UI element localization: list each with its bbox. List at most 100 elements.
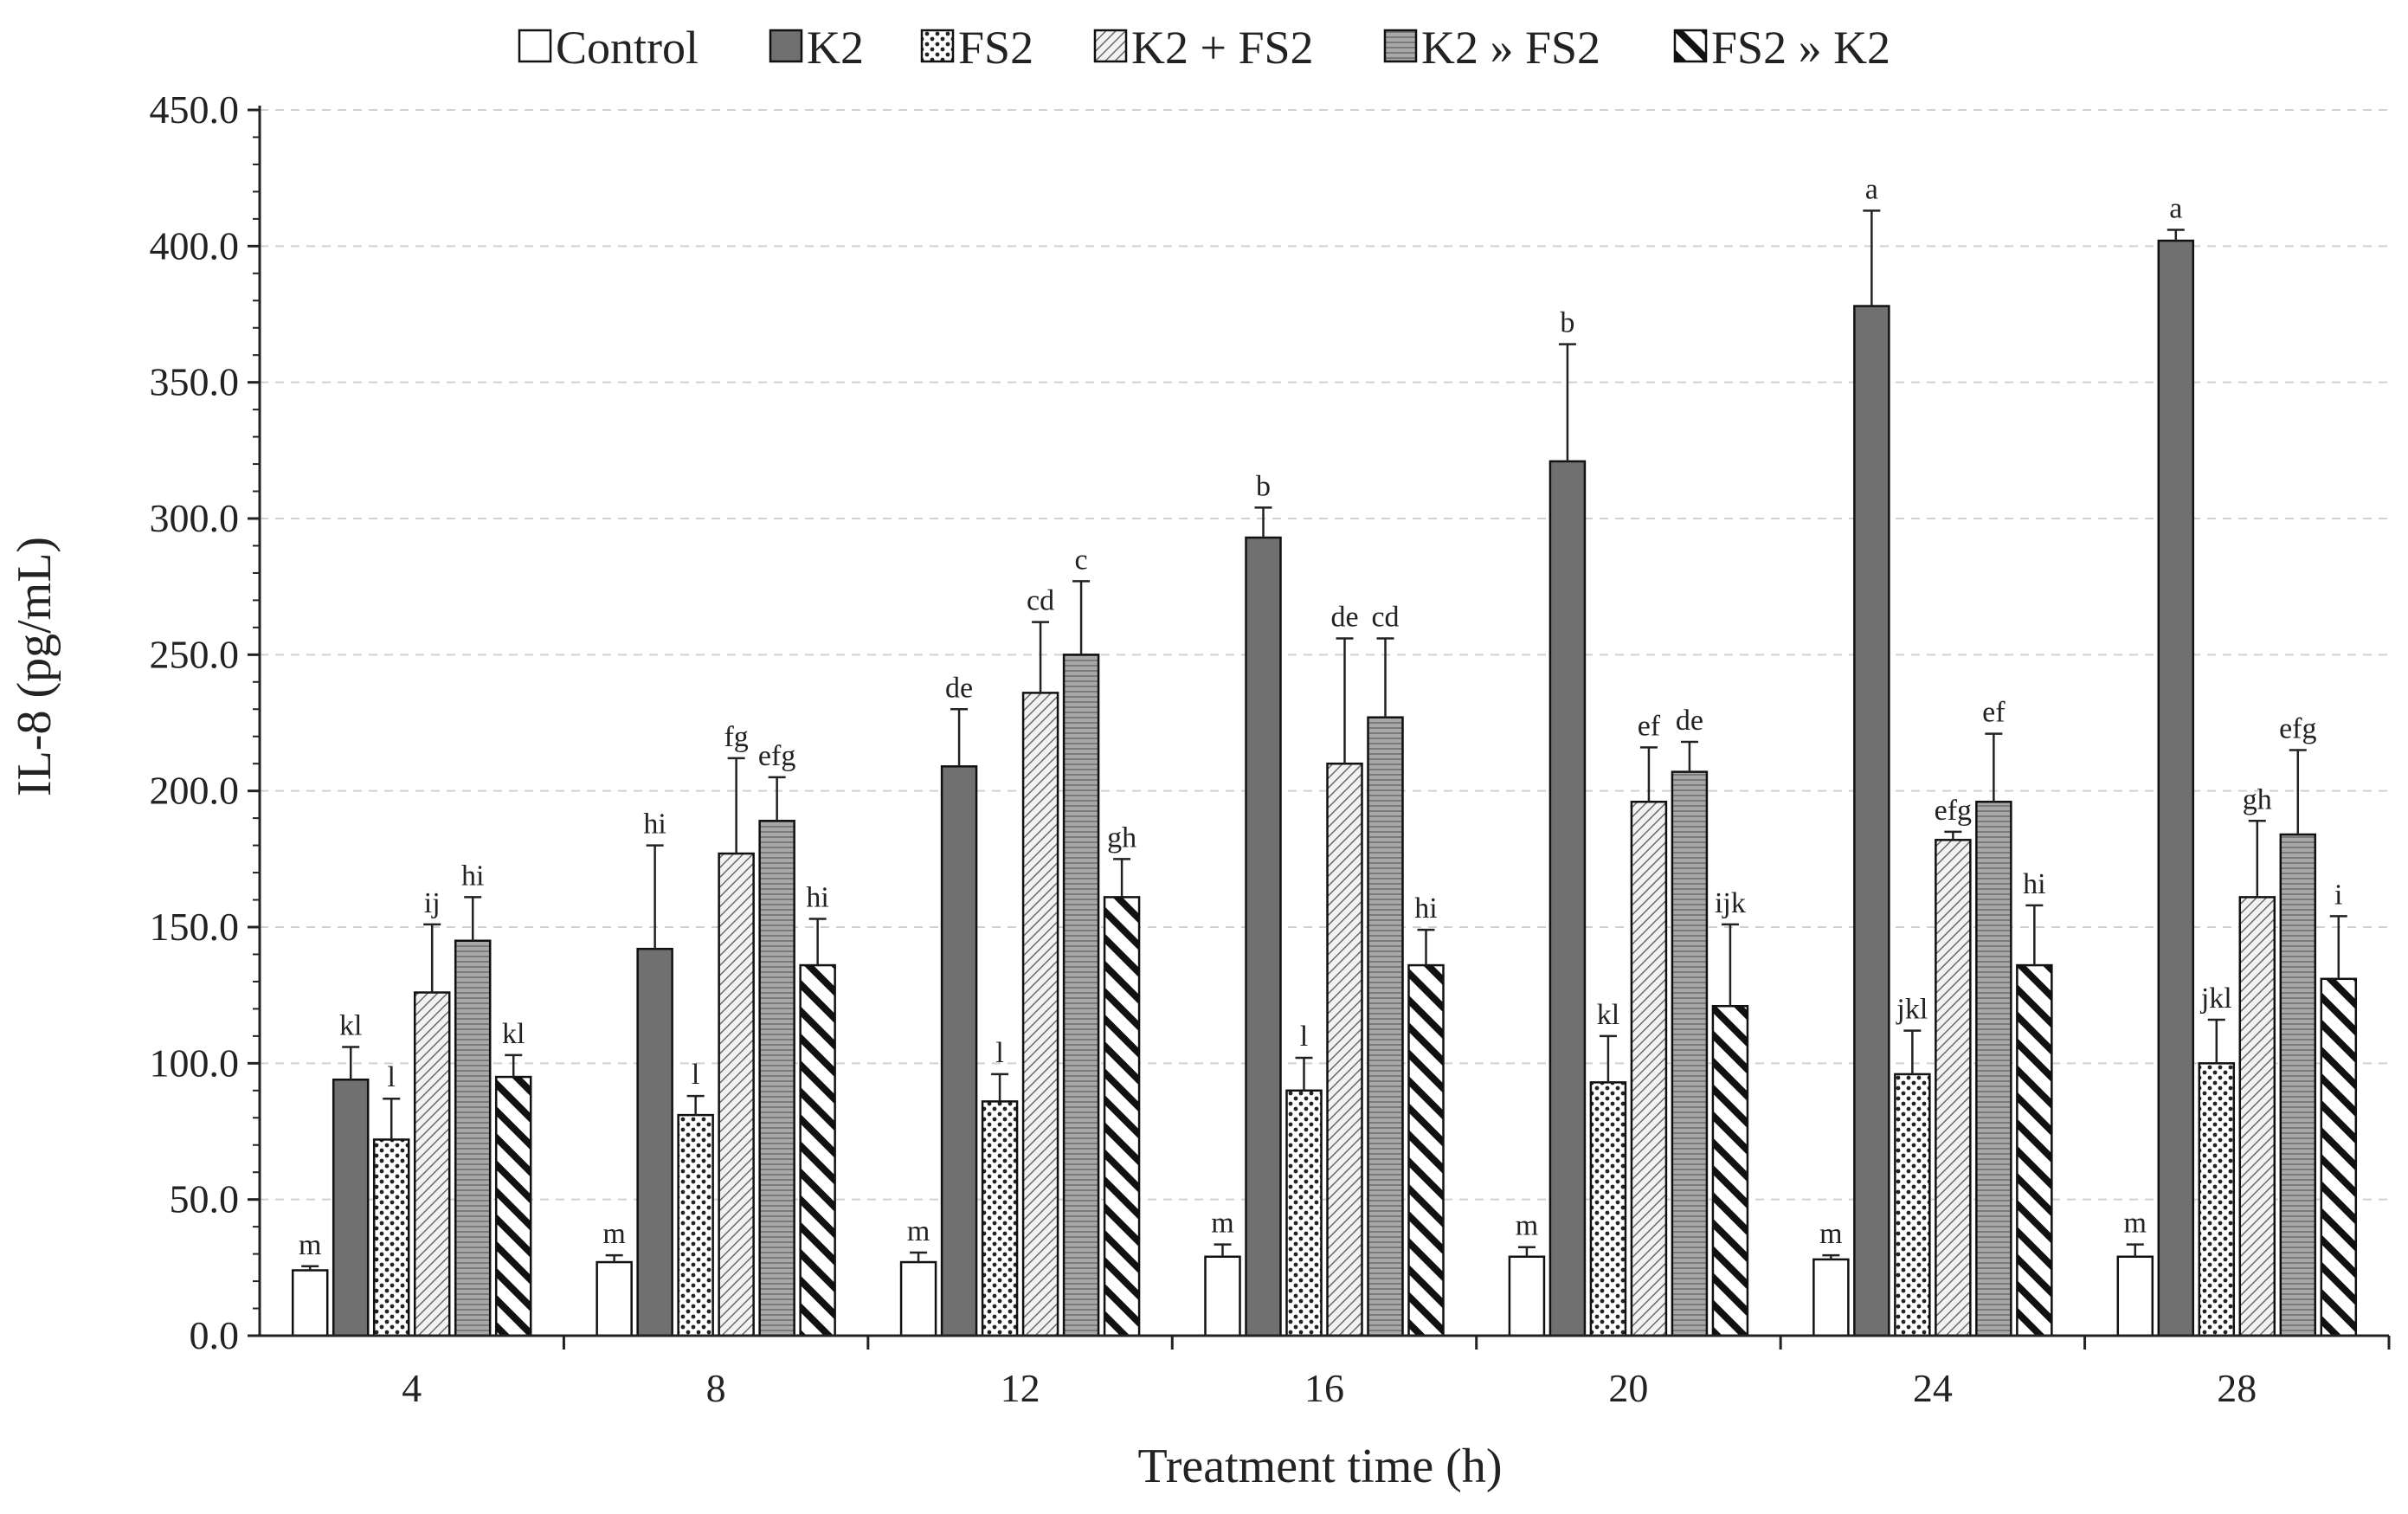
significance-label: gh [2243, 783, 2272, 815]
x-tick-label: 28 [2217, 1366, 2257, 1410]
bar-fs2-k2-4h [494, 1075, 532, 1337]
gridlines [260, 109, 2389, 1201]
significance-label: l [387, 1061, 395, 1093]
significance-label: hi [461, 860, 484, 892]
bar-k2-fs2-16h [1326, 762, 1363, 1337]
y-tick-label: 50.0 [170, 1177, 240, 1221]
y-tick-label: 450.0 [150, 87, 240, 132]
significance-label: fg [724, 721, 748, 753]
legend-label-k2-fs2: K2 » FS2 [1421, 22, 1600, 74]
bar-control-4h [291, 1269, 329, 1337]
y-tick-label: 100.0 [150, 1040, 240, 1085]
legend-label-control: Control [556, 22, 699, 74]
bar-control-28h [2116, 1255, 2154, 1337]
legend-swatch-fs2 [920, 29, 955, 63]
significance-label: a [1865, 173, 1878, 205]
x-axis-title: Treatment time (h) [1138, 1440, 1503, 1493]
significance-label: b [1560, 307, 1574, 339]
bar-k2-28h [2157, 239, 2195, 1337]
significance-label: ij [424, 887, 441, 919]
legend-swatch-k2 [769, 29, 803, 63]
significance-label: efg [758, 740, 795, 772]
bar-control-20h [1508, 1255, 1546, 1337]
bar-k2-fs2-8h [758, 820, 795, 1337]
legend-label-fs2: FS2 [958, 22, 1033, 74]
bar-k2-12h [940, 765, 978, 1337]
bar-k2-fs2-28h [2238, 896, 2276, 1337]
legend-swatch-k2-fs2 [1093, 29, 1128, 63]
y-tick-label: 400.0 [150, 223, 240, 267]
significance-label: m [907, 1215, 930, 1247]
bar-fs2-20h [1589, 1081, 1627, 1337]
legend-swatch-k2-fs2 [1383, 29, 1418, 63]
bar-k2-fs2-4h [454, 939, 492, 1337]
bar-fs2-4h [372, 1138, 410, 1337]
significance-label: ef [1982, 697, 2006, 729]
bar-fs2-k2-28h [2320, 977, 2358, 1337]
bar-k2-8h [636, 947, 673, 1337]
legend-label-k2: K2 [807, 22, 864, 74]
bar-k2-fs2-8h [718, 852, 755, 1337]
y-tick-label: 200.0 [150, 769, 240, 813]
significance-label: de [1676, 705, 1703, 737]
y-axis-title: IL-8 (pg/mL) [8, 537, 61, 796]
significance-label: l [995, 1037, 1003, 1069]
x-tick-label: 4 [402, 1366, 422, 1410]
bar-fs2-k2-16h [1407, 963, 1445, 1337]
legend-label-k2-fs2: K2 + FS2 [1131, 22, 1314, 74]
significance-label: efg [1935, 795, 1972, 827]
bar-fs2-k2-20h [1711, 1005, 1749, 1337]
legend: Control K2 FS2 K2 + FS2 K2 » FS2 FS2 » K2 [518, 22, 1890, 74]
bar-fs2-k2-12h [1103, 896, 1141, 1337]
significance-label: l [692, 1059, 699, 1091]
bar-fs2-k2-8h [799, 963, 836, 1337]
x-tick-label: 16 [1304, 1366, 1344, 1410]
y-tick-label: 300.0 [150, 496, 240, 540]
significance-label: gh [1107, 821, 1136, 854]
bar-fs2-24h [1894, 1073, 1931, 1337]
significance-label: cd [1371, 601, 1399, 633]
x-tick-label: 20 [1608, 1366, 1648, 1410]
y-tick-label: 0.0 [190, 1313, 240, 1357]
significance-label: i [2334, 879, 2342, 911]
bar-k2-fs2-20h [1630, 801, 1668, 1337]
significance-label: kl [1597, 999, 1619, 1031]
significance-label: m [1516, 1210, 1538, 1242]
bar-fs2-28h [2198, 1062, 2236, 1337]
significance-label: de [1330, 601, 1358, 633]
bar-fs2-k2-24h [2016, 963, 2053, 1337]
bar-control-8h [596, 1260, 633, 1337]
bar-fs2-8h [677, 1113, 714, 1337]
bar-k2-fs2-4h [413, 991, 451, 1337]
significance-label: l [1300, 1021, 1308, 1053]
significance-label: m [1819, 1218, 1842, 1250]
significance-label: m [2124, 1208, 2147, 1240]
significance-label: hi [806, 882, 828, 914]
bar-fs2-12h [981, 1100, 1019, 1337]
bar-k2-16h [1245, 536, 1282, 1337]
bar-k2-24h [1853, 305, 1890, 1337]
y-tick-label: 350.0 [150, 360, 240, 404]
significance-label: kl [339, 1009, 362, 1041]
x-tick-label: 8 [706, 1366, 726, 1410]
significance-label: efg [2279, 712, 2316, 744]
significance-label: c [1075, 544, 1088, 576]
y-tick-label: 250.0 [150, 632, 240, 676]
significance-label: ijk [1715, 887, 1746, 919]
significance-label: cd [1027, 585, 1054, 617]
significance-label: m [602, 1218, 625, 1250]
x-tick-label: 24 [1913, 1366, 1953, 1410]
significance-label: m [1211, 1208, 1233, 1240]
bar-fs2-16h [1285, 1089, 1323, 1337]
significance-label: hi [643, 809, 666, 841]
x-tick-label: 12 [1001, 1366, 1040, 1410]
bar-k2-4h [332, 1078, 370, 1337]
bar-k2-fs2-28h [2279, 833, 2317, 1337]
bar-control-12h [899, 1260, 937, 1337]
significance-label: ef [1638, 710, 1661, 742]
bar-k2-fs2-12h [1062, 654, 1100, 1337]
axes: 0.0 50.0 100.0 150.0 200.0 250.0 300.0 350.0 400… [150, 87, 2391, 1410]
bar-k2-fs2-12h [1021, 692, 1059, 1337]
